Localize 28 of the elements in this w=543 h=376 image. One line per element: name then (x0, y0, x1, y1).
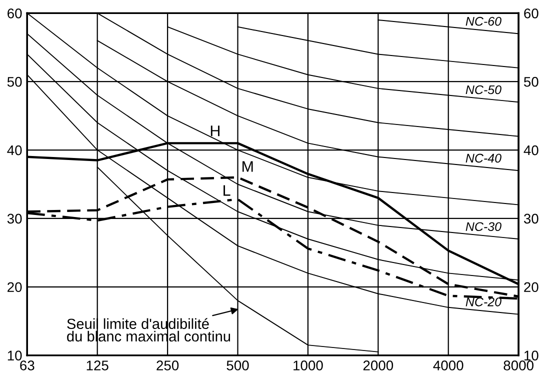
y-tick-label: 60 (8, 8, 22, 18)
x-tick-label: 2000 (363, 360, 394, 370)
series-label: L (224, 185, 230, 196)
y2-tick-label: 60 (524, 8, 538, 18)
x-tick-label: 250 (156, 360, 179, 370)
x-tick-label: 1000 (294, 360, 323, 370)
y-tick-label: 50 (7, 76, 22, 87)
x-tick-label: 125 (86, 360, 108, 370)
series-label: H (210, 126, 220, 136)
y2-tick-label: 10 (524, 350, 538, 360)
y-tick-label: 30 (7, 214, 22, 224)
y2-tick-label: 40 (524, 145, 538, 156)
y2-tick-label: 20 (524, 282, 538, 292)
series-label: NC-40 (466, 154, 502, 163)
x-tick-label: 4000 (433, 360, 464, 370)
y-tick-label: 10 (8, 350, 22, 360)
y2-tick-label: 50 (524, 76, 538, 87)
y2-tick-label: 30 (524, 214, 538, 224)
y-tick-label: 20 (8, 282, 22, 292)
x-tick-label: 500 (226, 360, 249, 370)
series-label: NC-50 (466, 85, 502, 94)
x-tick-label: 8000 (504, 360, 534, 370)
series-label: NC-30 (466, 222, 502, 232)
x-tick-label: 63 (20, 360, 34, 370)
y-tick-label: 40 (7, 145, 22, 156)
series-label: NC-20 (466, 297, 502, 306)
series-label: NC-60 (466, 16, 502, 26)
series-label: M (242, 161, 253, 172)
